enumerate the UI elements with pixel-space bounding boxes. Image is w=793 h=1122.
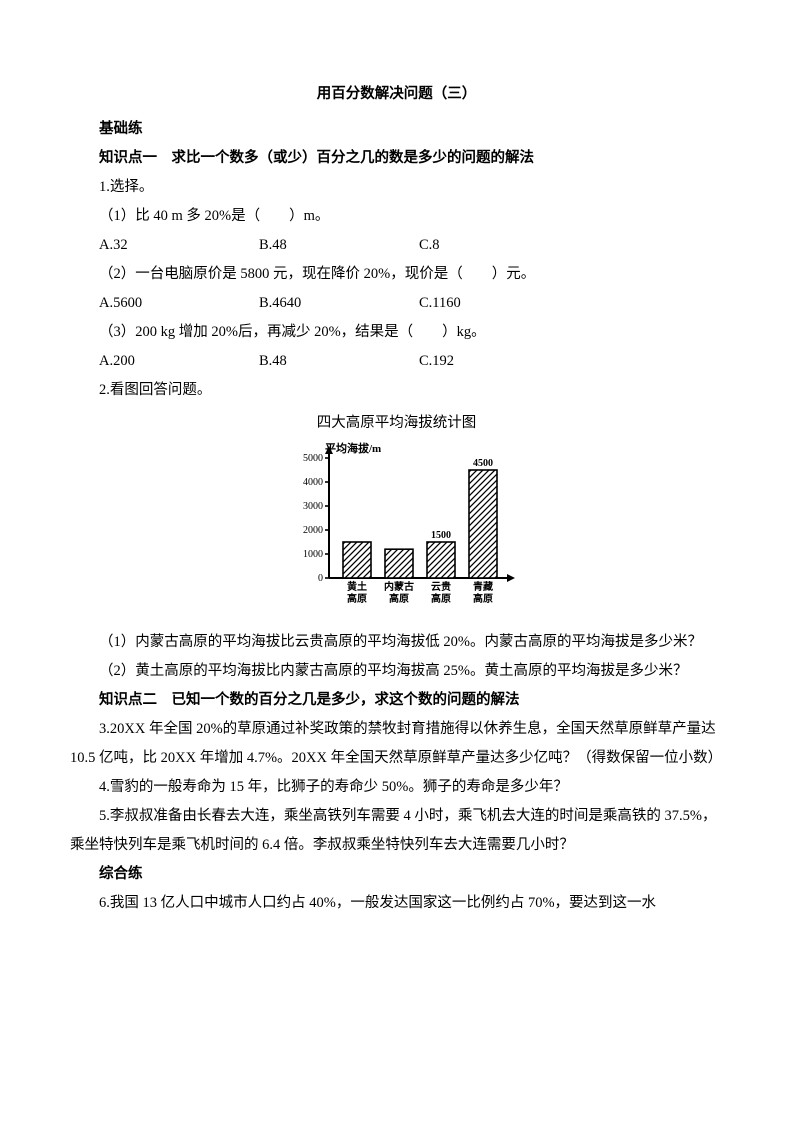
- q1-3-text: （3）200 kg 增加 20%后，再减少 20%，结果是（ ）kg。: [70, 318, 723, 347]
- bar-chart: 平均海拔/m010002000300040005000黄土高原内蒙古高原1500…: [277, 442, 517, 622]
- svg-text:0: 0: [318, 573, 323, 584]
- page-title: 用百分数解决问题（三）: [70, 80, 723, 109]
- q5-text: 5.李叔叔准备由长春去大连，乘坐高铁列车需要 4 小时，乘飞机去大连的时间是乘高…: [70, 802, 723, 860]
- chart-title: 四大高原平均海拔统计图: [70, 409, 723, 438]
- q3-text: 3.20XX 年全国 20%的草原通过补奖政策的禁牧封育措施得以休养生息，全国天…: [70, 715, 723, 773]
- q2-1-text: （1）内蒙古高原的平均海拔比云贵高原的平均海拔低 20%。内蒙古高原的平均海拔是…: [70, 628, 723, 657]
- q1-3-options: A.200 B.48 C.192: [70, 347, 723, 376]
- q1-2-opt-a: A.5600: [70, 289, 230, 318]
- q2-stem: 2.看图回答问题。: [70, 376, 723, 405]
- q6-text: 6.我国 13 亿人口中城市人口约占 40%，一般发达国家这一比例约占 70%，…: [70, 889, 723, 918]
- q1-3-opt-c: C.192: [390, 347, 550, 376]
- section-heading-basic: 基础练: [70, 115, 723, 144]
- svg-text:云贵: 云贵: [431, 580, 451, 593]
- q4-text: 4.雪豹的一般寿命为 15 年，比狮子的寿命少 50%。狮子的寿命是多少年？: [70, 773, 723, 802]
- q1-2-opt-b: B.4640: [230, 289, 390, 318]
- q1-1-opt-b: B.48: [230, 231, 390, 260]
- svg-text:青藏: 青藏: [473, 580, 493, 593]
- svg-text:高原: 高原: [347, 592, 367, 605]
- q1-3-opt-a: A.200: [70, 347, 230, 376]
- q1-stem: 1.选择。: [70, 173, 723, 202]
- q1-2-options: A.5600 B.4640 C.1160: [70, 289, 723, 318]
- svg-text:黄土: 黄土: [347, 580, 367, 593]
- svg-text:1000: 1000: [303, 549, 323, 560]
- bar-chart-container: 平均海拔/m010002000300040005000黄土高原内蒙古高原1500…: [70, 442, 723, 622]
- svg-text:高原: 高原: [473, 592, 493, 605]
- q2-2-text: （2）黄土高原的平均海拔比内蒙古高原的平均海拔高 25%。黄土高原的平均海拔是多…: [70, 657, 723, 686]
- q1-1-opt-c: C.8: [390, 231, 550, 260]
- svg-text:高原: 高原: [389, 592, 409, 605]
- svg-text:1500: 1500: [431, 530, 451, 541]
- page: 用百分数解决问题（三） 基础练 知识点一 求比一个数多（或少）百分之几的数是多少…: [0, 0, 793, 1122]
- knowledge-point-1-heading: 知识点一 求比一个数多（或少）百分之几的数是多少的问题的解法: [70, 144, 723, 173]
- svg-text:4500: 4500: [473, 458, 493, 469]
- svg-text:2000: 2000: [303, 525, 323, 536]
- q1-2-text: （2）一台电脑原价是 5800 元，现在降价 20%，现价是（ ）元。: [70, 260, 723, 289]
- svg-text:平均海拔/m: 平均海拔/m: [325, 442, 381, 455]
- svg-text:高原: 高原: [431, 592, 451, 605]
- svg-text:5000: 5000: [303, 453, 323, 464]
- q1-2-opt-c: C.1160: [390, 289, 550, 318]
- q1-1-text: （1）比 40 m 多 20%是（ ）m。: [70, 202, 723, 231]
- svg-text:内蒙古: 内蒙古: [384, 580, 414, 593]
- section-heading-comprehensive: 综合练: [70, 860, 723, 889]
- q1-1-options: A.32 B.48 C.8: [70, 231, 723, 260]
- svg-text:4000: 4000: [303, 477, 323, 488]
- svg-text:3000: 3000: [303, 501, 323, 512]
- knowledge-point-2-heading: 知识点二 已知一个数的百分之几是多少，求这个数的问题的解法: [70, 686, 723, 715]
- q1-1-opt-a: A.32: [70, 231, 230, 260]
- q1-3-opt-b: B.48: [230, 347, 390, 376]
